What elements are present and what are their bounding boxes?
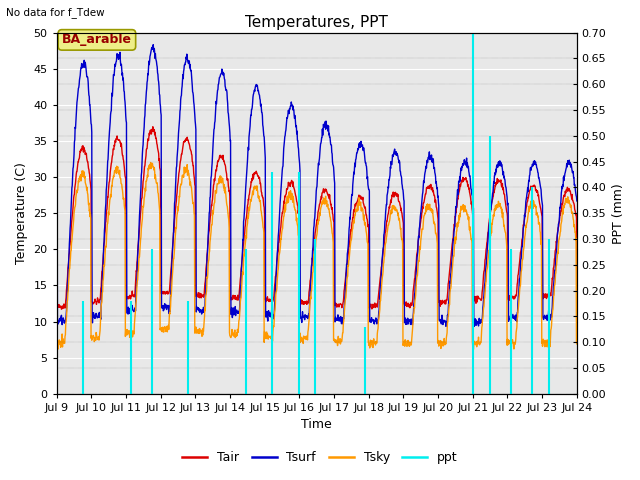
Y-axis label: PPT (mm): PPT (mm) (612, 183, 625, 243)
Text: No data for f_Tdew: No data for f_Tdew (6, 7, 105, 18)
Title: Temperatures, PPT: Temperatures, PPT (245, 15, 388, 30)
X-axis label: Time: Time (301, 419, 332, 432)
Text: BA_arable: BA_arable (62, 34, 132, 47)
Legend: Tair, Tsurf, Tsky, ppt: Tair, Tsurf, Tsky, ppt (177, 446, 463, 469)
Y-axis label: Temperature (C): Temperature (C) (15, 162, 28, 264)
